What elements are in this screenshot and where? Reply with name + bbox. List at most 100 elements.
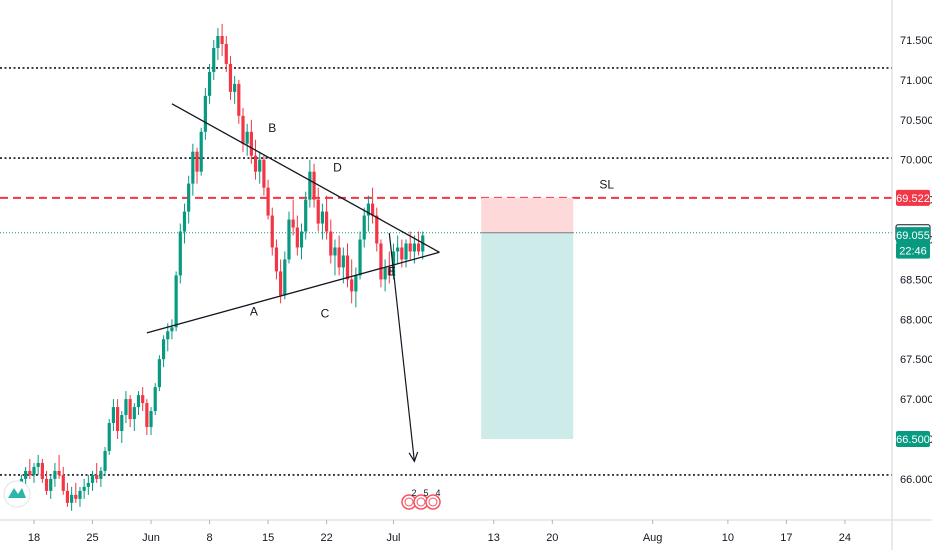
x-tick-label: 24 (839, 532, 851, 544)
candle-body (366, 203, 370, 216)
candle-body (99, 470, 103, 479)
candle-9 (57, 454, 61, 479)
pattern-label-e: E (388, 264, 396, 278)
price-tag-4: 66.500 (896, 431, 930, 447)
candle-body (387, 267, 391, 276)
candle-32 (153, 383, 157, 416)
candle-body (78, 490, 82, 499)
candle-44 (203, 87, 207, 140)
x-tick-label: Jun (142, 532, 160, 544)
candle-49 (224, 36, 228, 72)
candle-body (316, 199, 320, 224)
candle-body (40, 462, 44, 479)
candle-15 (82, 478, 86, 499)
candle-29 (141, 387, 145, 412)
candle-body (124, 399, 128, 416)
candle-body (279, 271, 283, 296)
candle-38 (178, 223, 182, 284)
price-tag-0: 69.522 (896, 189, 930, 206)
event-marker-0: 2 (401, 488, 417, 510)
candle-27 (132, 403, 136, 432)
candle-body (345, 255, 350, 280)
candle-86 (379, 239, 383, 288)
event-marker-1: 5 (413, 488, 429, 510)
price-tag-text: 22:46 (899, 246, 927, 258)
candlestick-series (19, 24, 425, 511)
candle-8 (53, 462, 57, 487)
candle-body (95, 474, 99, 479)
price-tag-bg (896, 189, 930, 206)
candle-85 (375, 207, 379, 252)
candle-body (116, 407, 120, 432)
candle-body (400, 247, 404, 260)
candle-body (182, 211, 187, 232)
candle-74 (329, 219, 333, 264)
candle-body (86, 482, 90, 487)
y-tick-label: 70.000 (900, 155, 932, 167)
triangle-lower-line (146, 251, 440, 334)
horizontal-levels (0, 67, 892, 476)
candle-66 (295, 215, 299, 256)
candle-2 (28, 458, 32, 479)
candle-28 (136, 391, 141, 416)
x-tick-label: 25 (86, 532, 98, 544)
candle-6 (44, 470, 49, 495)
candle-body (128, 399, 132, 420)
candle-58 (262, 155, 266, 196)
candle-body (291, 219, 295, 228)
pattern-label-b: B (268, 121, 276, 135)
y-tick-label: 67.000 (900, 394, 932, 406)
candle-body (370, 203, 375, 216)
candle-30 (145, 399, 149, 436)
candle-body (207, 71, 212, 96)
candle-body (174, 275, 178, 328)
candle-body (195, 151, 199, 172)
candle-body (283, 259, 287, 296)
candle-43 (199, 127, 203, 176)
pattern-label-sl: SL (599, 177, 614, 191)
candle-body (53, 470, 57, 479)
candle-body (304, 199, 308, 232)
candle-body (416, 243, 421, 252)
tradingview-logo-icon[interactable] (3, 480, 31, 508)
candle-31 (149, 407, 153, 436)
candle-36 (170, 319, 174, 340)
short-position-tool[interactable] (481, 197, 574, 439)
price-tag-text: 66.500 (896, 434, 930, 446)
price-tag-3: 22:46 (896, 242, 930, 259)
candle-50 (228, 55, 233, 100)
candle-body (258, 159, 262, 172)
candle-42 (195, 147, 199, 184)
candle-1 (24, 466, 28, 487)
candle-body (312, 171, 316, 200)
candle-body (199, 131, 203, 172)
candle-body (103, 450, 107, 471)
x-tick-label: 20 (546, 532, 558, 544)
candle-75 (333, 239, 337, 276)
x-tick-label: 22 (320, 532, 332, 544)
candle-20 (103, 446, 107, 475)
stop-loss-zone (481, 197, 574, 233)
candle-body (65, 490, 70, 503)
candle-body (299, 231, 304, 248)
y-tick-label: 71.000 (900, 75, 932, 87)
candle-19 (99, 466, 103, 487)
candle-46 (212, 40, 216, 80)
candle-body (391, 251, 396, 276)
x-tick-label: Aug (643, 532, 663, 544)
candle-61 (274, 239, 279, 280)
y-tick-label: 70.500 (900, 115, 932, 127)
chart-drawings[interactable] (146, 103, 440, 463)
candle-55 (249, 119, 253, 164)
x-tick-label: Jul (386, 532, 400, 544)
event-inner-icon (404, 497, 414, 507)
candle-34 (161, 335, 166, 368)
x-tick-label: 17 (780, 532, 792, 544)
candle-35 (166, 323, 170, 352)
candle-body (149, 411, 153, 428)
candle-body (408, 243, 412, 252)
candle-60 (270, 207, 274, 256)
